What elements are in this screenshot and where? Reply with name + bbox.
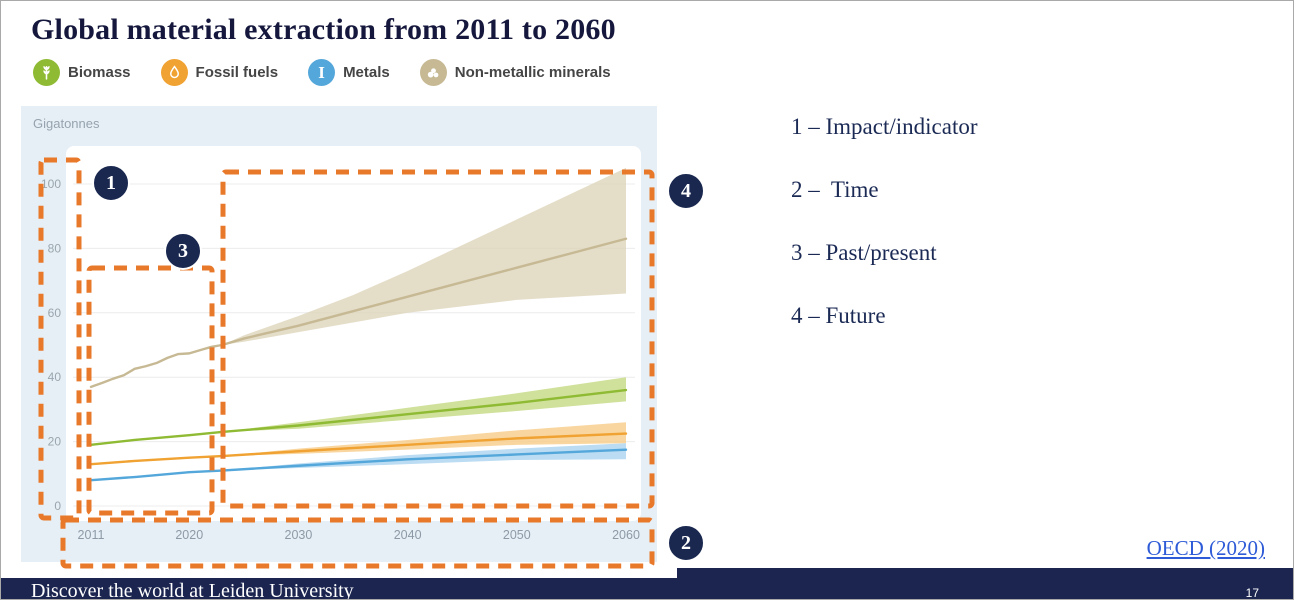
source-citation-link[interactable]: OECD (2020) bbox=[1146, 536, 1265, 560]
badge-4: 4 bbox=[667, 172, 705, 210]
droplet-icon bbox=[160, 59, 188, 86]
svg-text:2050: 2050 bbox=[503, 528, 531, 542]
svg-text:2011: 2011 bbox=[78, 528, 105, 542]
ibeam-icon: I bbox=[308, 59, 336, 86]
svg-text:2030: 2030 bbox=[285, 528, 313, 542]
legend-item-biomass: Biomass bbox=[33, 59, 131, 86]
svg-text:0: 0 bbox=[54, 499, 61, 513]
svg-text:2020: 2020 bbox=[175, 528, 203, 542]
footer-bar bbox=[1, 578, 1293, 599]
legend-item-metals: I Metals bbox=[308, 59, 390, 86]
page-number: 17 bbox=[1245, 586, 1259, 600]
svg-text:2040: 2040 bbox=[394, 528, 422, 542]
legend-label: Non-metallic minerals bbox=[454, 64, 611, 81]
badge-2: 2 bbox=[667, 524, 705, 562]
legend-label: Metals bbox=[343, 64, 390, 81]
annotation-key: 1 – Impact/indicator 2 – Time 3 – Past/p… bbox=[791, 113, 978, 329]
key-item-past-present: 3 – Past/present bbox=[791, 240, 937, 265]
svg-text:40: 40 bbox=[48, 370, 62, 384]
legend-label: Fossil fuels bbox=[195, 64, 279, 81]
legend-label: Biomass bbox=[68, 64, 131, 81]
badge-3: 3 bbox=[164, 232, 202, 270]
footer-accent-bar bbox=[677, 568, 1293, 580]
svg-text:60: 60 bbox=[48, 306, 62, 320]
key-item-time: 2 – Time bbox=[791, 177, 879, 202]
minerals-icon bbox=[419, 59, 447, 86]
svg-text:20: 20 bbox=[48, 435, 62, 449]
key-item-impact-indicator: 1 – Impact/indicator bbox=[791, 114, 978, 139]
badge-1: 1 bbox=[92, 164, 130, 202]
svg-text:100: 100 bbox=[41, 177, 61, 191]
page-title: Global material extraction from 2011 to … bbox=[31, 13, 616, 46]
chart-legend: Biomass Fossil fuels I Metals bbox=[33, 59, 611, 86]
svg-text:80: 80 bbox=[48, 241, 62, 255]
svg-text:2060: 2060 bbox=[612, 528, 640, 542]
wheat-icon bbox=[33, 59, 60, 86]
key-item-future: 4 – Future bbox=[791, 303, 886, 328]
y-axis-unit-label: Gigatonnes bbox=[33, 116, 100, 131]
legend-item-non-metallic-minerals: Non-metallic minerals bbox=[419, 59, 611, 86]
footer-tagline: Discover the world at Leiden University bbox=[31, 580, 354, 600]
legend-item-fossil-fuels: Fossil fuels bbox=[160, 59, 279, 86]
